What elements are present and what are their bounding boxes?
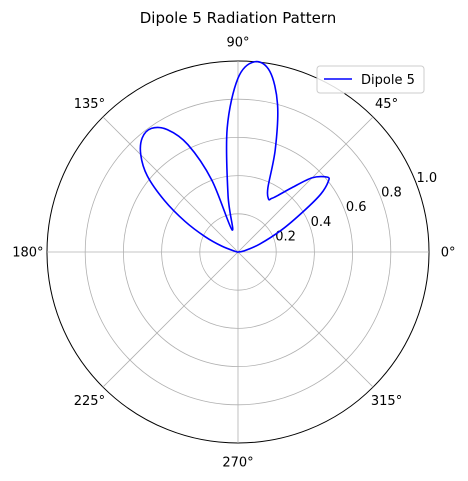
radial-tick-label: 0.4 [311, 215, 332, 230]
radial-tick-label: 0.6 [346, 200, 367, 215]
radial-tick-label: 0.8 [381, 186, 402, 201]
angle-gridline [102, 116, 239, 253]
angle-gridline [102, 251, 239, 388]
angle-tick-label: 315° [371, 394, 402, 409]
angle-tick-label: 135° [74, 97, 105, 112]
angle-gridline [237, 116, 374, 253]
angle-tick-label: 0° [441, 246, 456, 261]
angle-gridline [237, 251, 374, 388]
legend-box [316, 65, 425, 94]
angle-tick-label: 270° [222, 456, 253, 471]
legend-label-dipole-5: Dipole 5 [361, 73, 415, 88]
radial-tick-label: 1.0 [416, 171, 437, 186]
legend: Dipole 5 [316, 65, 425, 94]
radial-tick-label: 0.2 [275, 229, 296, 244]
angle-tick-label: 90° [226, 35, 249, 50]
angle-tick-label: 180° [12, 246, 43, 261]
angle-tick-label: 225° [74, 394, 105, 409]
radial-tick-labels: 0.2 0.4 0.6 0.8 1.0 [275, 171, 437, 244]
polar-grid [46, 60, 430, 444]
angle-tick-labels: 0° 45° 90° 135° 180° 225° 270° 315° [12, 35, 455, 470]
series-layer [139, 60, 330, 253]
series-line-dipole-5 [139, 60, 330, 253]
chart-title: Dipole 5 Radiation Pattern [140, 9, 337, 27]
angle-tick-label: 45° [375, 97, 398, 112]
